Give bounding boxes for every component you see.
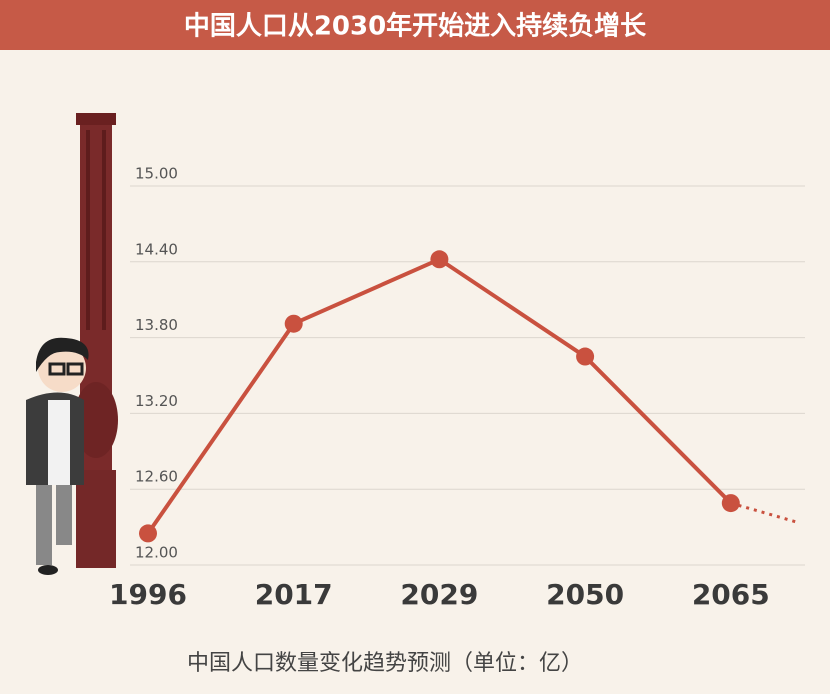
- trend-extension: [730, 501, 798, 524]
- y-tick-label: 12.00: [135, 544, 178, 562]
- x-tick-label: 2065: [692, 578, 770, 611]
- x-tick-label: 2017: [255, 578, 333, 611]
- y-tick-label: 15.00: [135, 165, 178, 183]
- grid: 12.00 12.60 13.20 13.80 14.40 15.00: [130, 165, 805, 566]
- x-tick-label: 1996: [109, 578, 187, 611]
- chart-subtitle: 中国人口数量变化趋势预测（单位：亿）: [187, 651, 583, 676]
- x-tick-label: 2029: [400, 578, 478, 611]
- x-tick-label: 2050: [546, 578, 624, 611]
- title-bar: [0, 0, 830, 50]
- chart-title: 中国人口从2030年开始进入持续负增长: [184, 11, 647, 42]
- data-point: [721, 494, 740, 513]
- illustration: [26, 113, 118, 575]
- data-point: [284, 314, 303, 333]
- plot: 1996 2017 2029 2050 2065: [109, 250, 798, 611]
- data-point: [139, 524, 157, 543]
- y-tick-label: 14.40: [135, 240, 178, 258]
- data-point: [576, 347, 595, 366]
- data-point: [430, 250, 449, 269]
- y-tick-label: 12.60: [135, 468, 178, 486]
- y-tick-label: 13.20: [135, 392, 178, 410]
- y-tick-label: 13.80: [135, 316, 178, 334]
